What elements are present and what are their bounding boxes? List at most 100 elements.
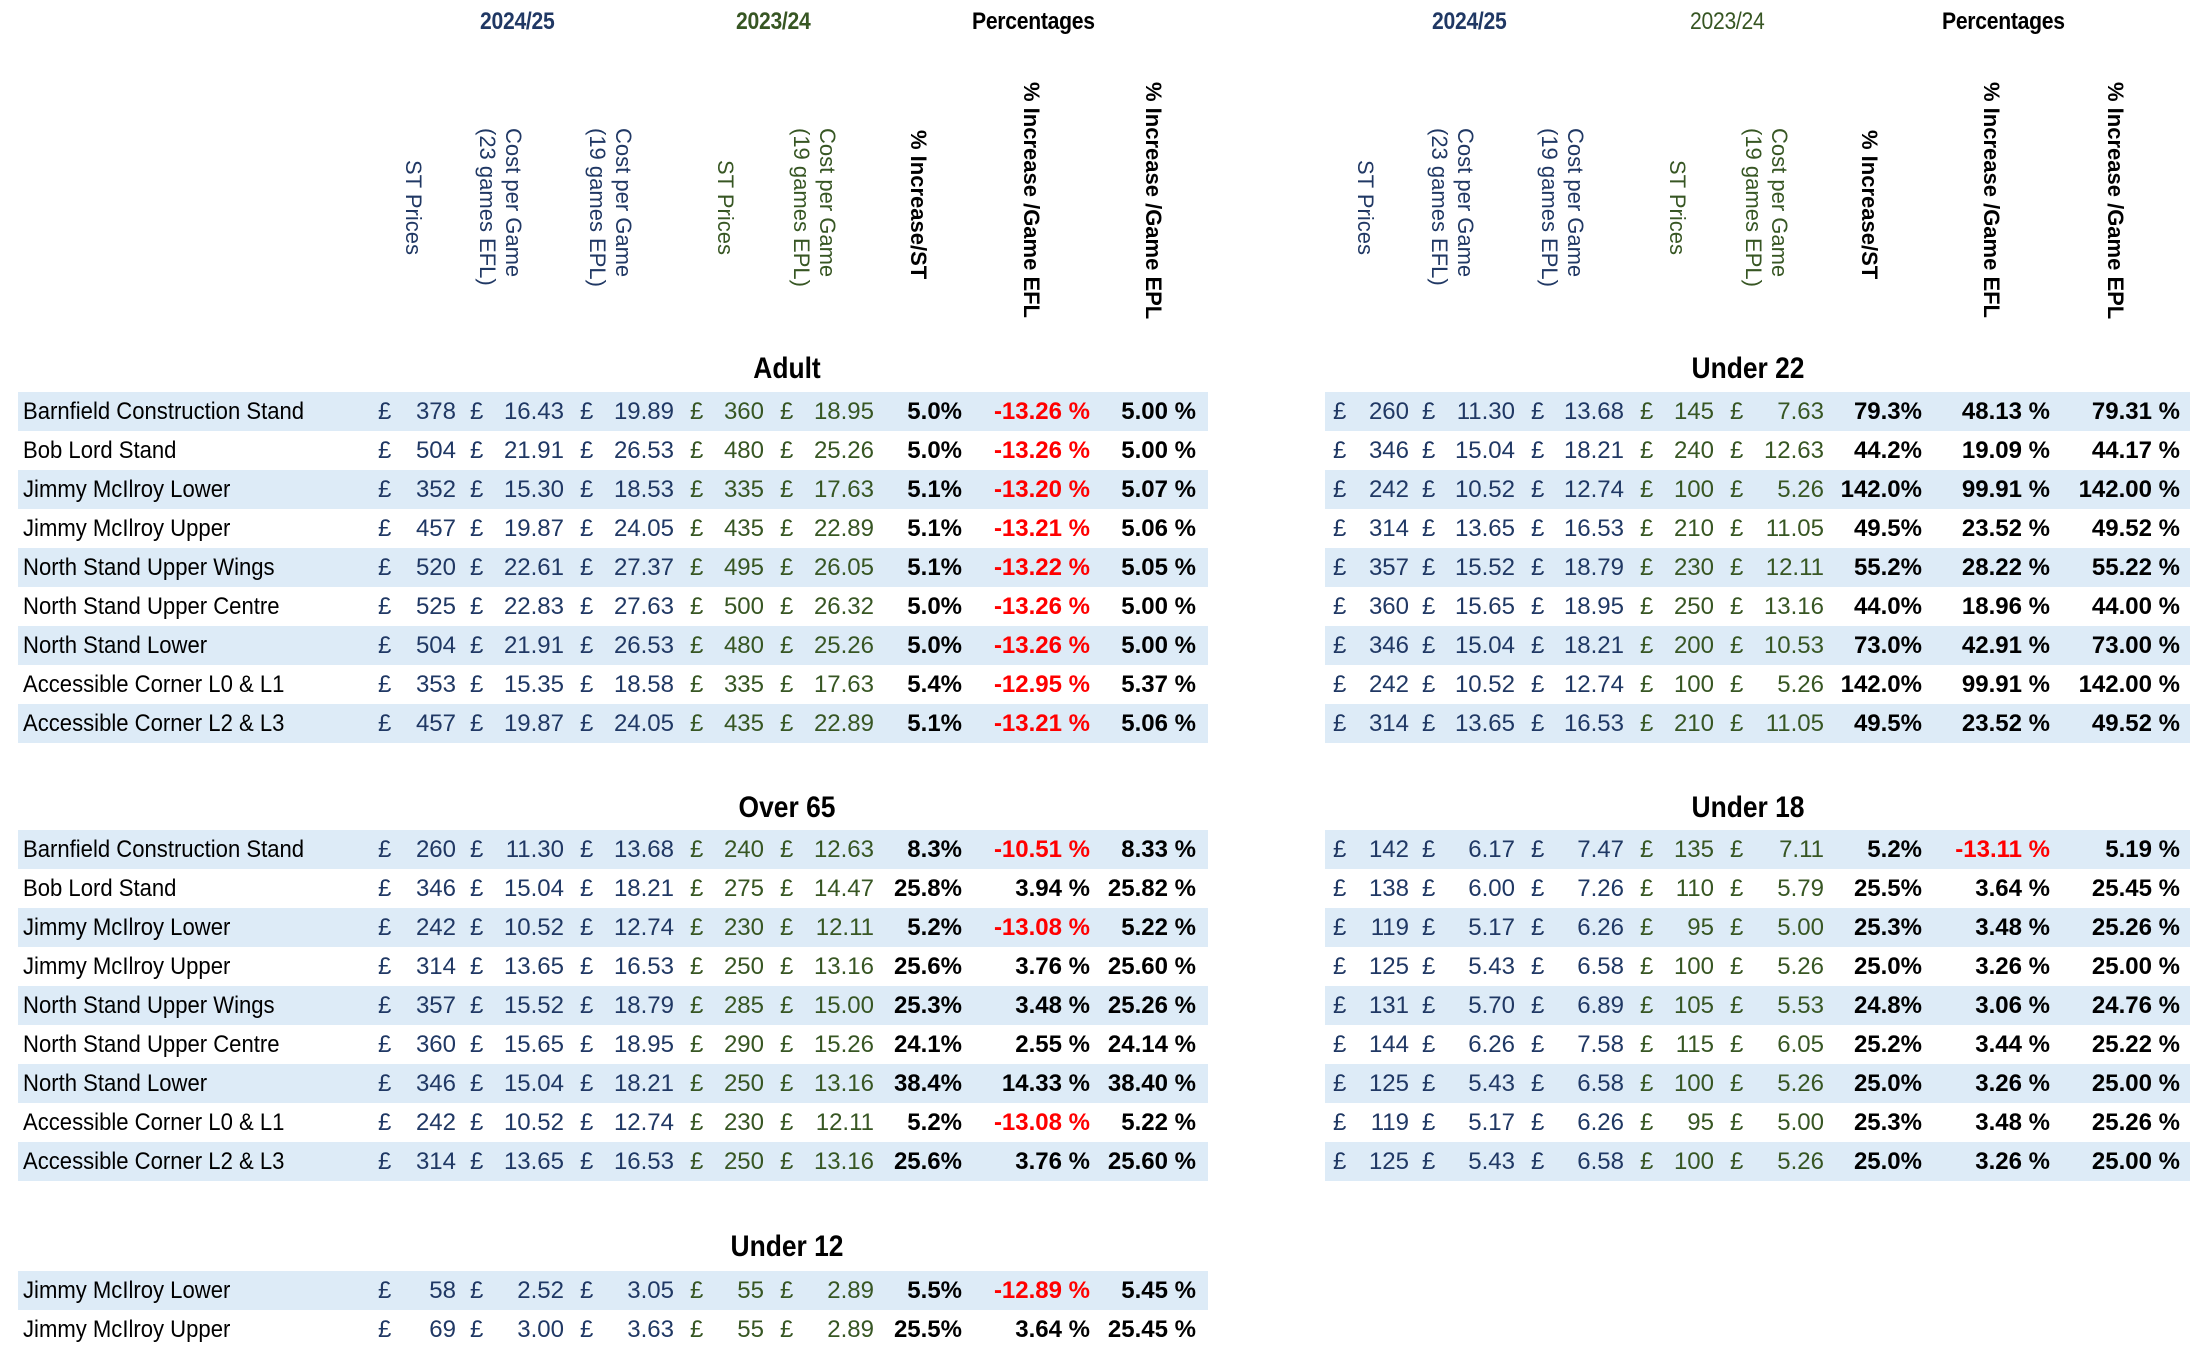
amount: 335 (723, 476, 764, 503)
left-season-current-heading: 2024/25 (480, 8, 555, 35)
amount: 457 (415, 515, 456, 542)
cell-cost-per-game-epl-2324: £25.26 (780, 626, 874, 665)
amount: 119 (1370, 1109, 1409, 1136)
cell-pct-increase-game-epl: 5.37 % (1121, 671, 1196, 698)
currency-symbol: £ (1640, 1070, 1654, 1097)
currency-symbol: £ (1422, 875, 1436, 902)
amount: 250 (723, 1148, 764, 1175)
section-title-adult: Adult (753, 352, 821, 385)
amount: 346 (1368, 437, 1409, 464)
amount: 26.32 (813, 593, 874, 620)
cell-cost-per-game-efl-2425: £13.65 (470, 947, 564, 986)
cell-pct-increase-game-epl: 44.17 % (2091, 437, 2180, 464)
amount: 15.04 (503, 875, 564, 902)
amount: 15.52 (1454, 554, 1515, 581)
currency-symbol: £ (780, 1031, 794, 1058)
amount: 15.00 (813, 992, 874, 1019)
cell-st-price-2324: £495 (690, 548, 764, 587)
cell-cost-per-game-epl-2425: £27.37 (580, 548, 674, 587)
cell-st-price-2324: £210 (1640, 509, 1714, 548)
amount: 11.05 (1765, 515, 1824, 542)
cell-cost-per-game-epl-2324: £5.26 (1730, 947, 1824, 986)
currency-symbol: £ (1730, 1148, 1744, 1175)
currency-symbol: £ (1531, 554, 1545, 581)
cell-st-price-2324: £230 (690, 1103, 764, 1142)
amount: 12.63 (1763, 437, 1824, 464)
amount: 6.89 (1577, 992, 1624, 1019)
amount: 24.05 (613, 515, 674, 542)
cell-st-price-2425: £260 (378, 830, 456, 869)
amount: 360 (723, 398, 764, 425)
cell-st-price-2324: £250 (1640, 587, 1714, 626)
amount: 13.16 (813, 1070, 874, 1097)
cell-cost-per-game-efl-2425: £15.52 (1422, 548, 1515, 587)
cell-pct-increase-st: 5.2% (907, 914, 962, 941)
stand-name: Barnfield Construction Stand (23, 398, 305, 425)
cell-st-price-2324: £95 (1640, 908, 1714, 947)
amount: 250 (723, 1070, 764, 1097)
cell-cost-per-game-epl-2324: £12.11 (780, 908, 874, 947)
amount: 22.89 (813, 515, 874, 542)
cell-pct-increase-st: 79.3% (1853, 398, 1922, 425)
amount: 144 (1368, 1031, 1409, 1058)
currency-symbol: £ (1730, 476, 1744, 503)
section-title-under-22: Under 22 (1691, 352, 1805, 385)
currency-symbol: £ (580, 953, 594, 980)
cell-cost-per-game-efl-2425: £19.87 (470, 704, 564, 743)
cell-pct-increase-game-efl: 3.26 % (1975, 953, 2050, 980)
currency-symbol: £ (1422, 1031, 1436, 1058)
cell-st-price-2324: £275 (690, 869, 764, 908)
amount: 12.74 (613, 914, 674, 941)
amount: 27.37 (613, 554, 674, 581)
stand-name: Accessible Corner L2 & L3 (23, 1148, 285, 1175)
amount: 125 (1368, 953, 1409, 980)
column-header-cost-per-game-epl-2324: Cost per Game (19 games EPL) (789, 128, 840, 287)
cell-pct-increase-st: 44.0% (1853, 593, 1922, 620)
cell-pct-increase-st: 142.0% (1840, 671, 1922, 698)
cell-pct-increase-game-efl: 3.44 % (1975, 1031, 2050, 1058)
currency-symbol: £ (1730, 515, 1744, 542)
cell-cost-per-game-epl-2425: £12.74 (580, 908, 674, 947)
amount: 520 (415, 554, 456, 581)
cell-st-price-2425: £504 (378, 626, 456, 665)
currency-symbol: £ (580, 671, 594, 698)
cell-cost-per-game-epl-2324: £5.53 (1730, 986, 1824, 1025)
cell-cost-per-game-efl-2425: £15.04 (470, 869, 564, 908)
currency-symbol: £ (690, 398, 704, 425)
amount: 19.87 (503, 710, 564, 737)
currency-symbol: £ (1640, 671, 1654, 698)
currency-symbol: £ (1730, 1109, 1744, 1136)
amount: 7.58 (1577, 1031, 1624, 1058)
amount: 25.26 (813, 632, 874, 659)
currency-symbol: £ (580, 398, 594, 425)
amount: 69 (429, 1316, 456, 1343)
cell-cost-per-game-efl-2425: £2.52 (470, 1271, 564, 1310)
table-row: £357 £15.52 £18.79 £230 £12.11 55.2% 28.22 % 55… (1325, 548, 2190, 587)
cell-pct-increase-game-efl: 19.09 % (1961, 437, 2050, 464)
cell-pct-increase-st: 49.5% (1853, 710, 1922, 737)
cell-cost-per-game-efl-2425: £10.52 (1422, 665, 1515, 704)
amount: 7.11 (1779, 836, 1824, 863)
cell-st-price-2324: £250 (690, 1064, 764, 1103)
table-row: Jimmy McIlroy Lower £242 £10.52 £12.74 £230 £… (18, 908, 1208, 947)
currency-symbol: £ (470, 515, 484, 542)
currency-symbol: £ (1531, 953, 1545, 980)
cell-pct-increase-game-efl: -12.95 % (993, 671, 1090, 698)
amount: 16.53 (613, 1148, 674, 1175)
currency-symbol: £ (1531, 875, 1545, 902)
currency-symbol: £ (690, 1031, 704, 1058)
currency-symbol: £ (1333, 632, 1347, 659)
amount: 210 (1673, 515, 1714, 542)
currency-symbol: £ (1422, 593, 1436, 620)
amount: 260 (1368, 398, 1409, 425)
cell-pct-increase-game-efl: -13.26 % (993, 437, 1090, 464)
currency-symbol: £ (1730, 710, 1744, 737)
cell-cost-per-game-epl-2324: £26.32 (780, 587, 874, 626)
cell-pct-increase-st: 25.3% (1853, 914, 1922, 941)
cell-cost-per-game-epl-2425: £27.63 (580, 587, 674, 626)
amount: 12.74 (613, 1109, 674, 1136)
cell-cost-per-game-epl-2425: £6.89 (1531, 986, 1624, 1025)
currency-symbol: £ (580, 836, 594, 863)
cell-pct-increase-st: 25.8% (893, 875, 962, 902)
cell-pct-increase-st: 5.1% (907, 710, 962, 737)
